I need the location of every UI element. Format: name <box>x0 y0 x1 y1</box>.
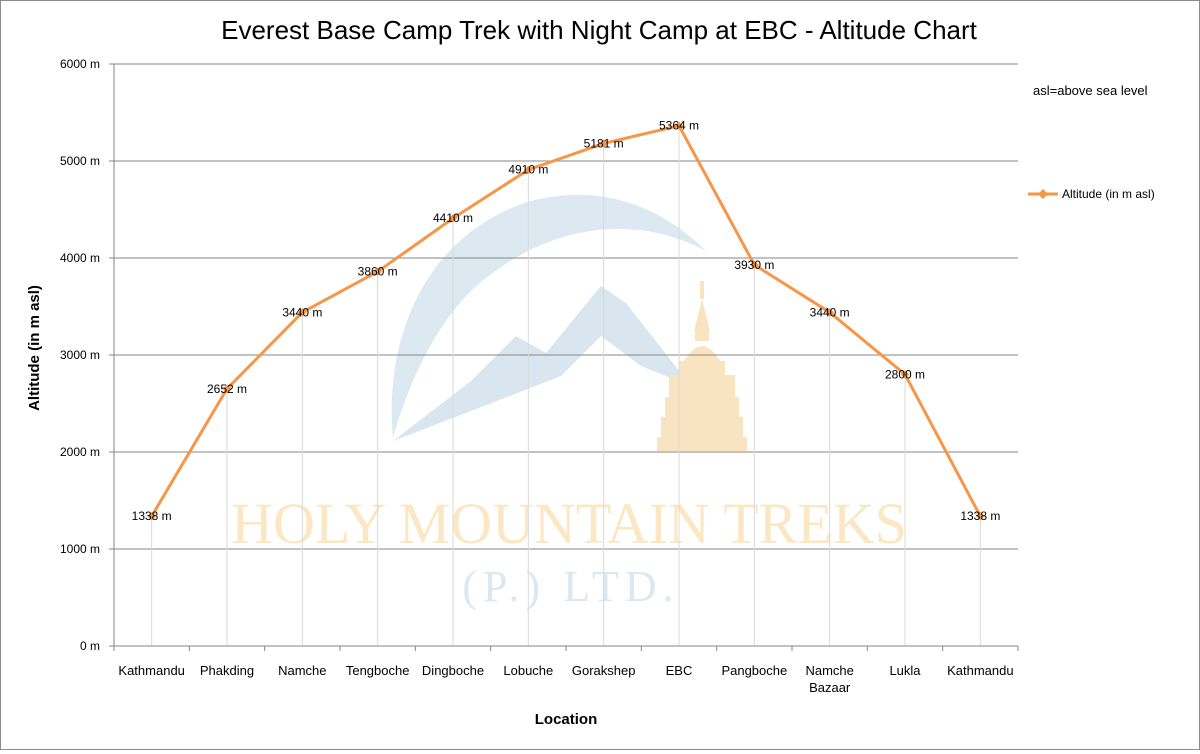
data-point-marker <box>222 384 232 393</box>
x-tick-label: Namche <box>805 663 853 678</box>
y-tick-label: 5000 m <box>60 154 100 168</box>
x-tick-label: Lukla <box>889 663 921 678</box>
data-point-marker <box>900 370 910 379</box>
x-tick-label: Pangboche <box>721 663 787 678</box>
watermark-company-suffix: (P.) LTD. <box>462 562 679 611</box>
data-point-marker <box>976 511 985 521</box>
series-layer <box>147 121 985 521</box>
y-tick-labels: 0 m 1000 m 2000 m 3000 m 4000 m 5000 m 6000 m <box>60 57 100 653</box>
x-tick-label: Gorakshep <box>572 663 636 678</box>
x-tick-label: Kathmandu <box>947 663 1014 678</box>
data-point-marker <box>298 308 307 317</box>
data-label: 3440 m <box>282 305 322 319</box>
x-tick-label: Tengboche <box>346 663 410 678</box>
data-label: 3930 m <box>734 258 774 272</box>
chart-title: Everest Base Camp Trek with Night Camp a… <box>221 15 978 45</box>
x-tick-label: Lobuche <box>503 663 553 678</box>
data-labels: 1338 m 2652 m 3440 m 3860 m 4410 m 4910 m 5181… <box>132 119 1001 524</box>
data-point-marker <box>825 308 834 317</box>
grid-layer <box>114 63 1018 646</box>
data-label: 5181 m <box>584 136 624 150</box>
x-tick-label: Kathmandu <box>118 663 185 678</box>
legend-label: Altitude (in m asl) <box>1062 187 1155 201</box>
y-tick-label: 2000 m <box>60 445 100 459</box>
x-tick-label: Namche <box>278 663 326 678</box>
y-tick-label: 1000 m <box>60 542 100 556</box>
y-axis-title: Altitude (in m asl) <box>26 285 43 411</box>
x-tick-label: Phakding <box>200 663 254 678</box>
data-point-marker <box>373 267 382 276</box>
y-tick-label: 3000 m <box>60 348 100 362</box>
data-label: 2652 m <box>207 382 247 396</box>
x-tick-label: EBC <box>666 663 693 678</box>
watermark-mountain <box>393 286 691 441</box>
x-axis-title: Location <box>535 711 598 728</box>
data-point-marker <box>750 260 759 270</box>
data-label: 4910 m <box>508 163 548 177</box>
x-tick-label: Dingboche <box>422 663 484 678</box>
data-label: 1338 m <box>132 509 172 523</box>
legend: Altitude (in m asl) <box>1028 187 1155 201</box>
data-label: 4410 m <box>433 211 473 225</box>
series-line-altitude <box>150 124 982 517</box>
data-label: 5364 m <box>659 119 699 133</box>
asl-note: asl=above sea level <box>1033 83 1148 98</box>
watermark-arc <box>391 194 706 438</box>
x-tick-label: Bazaar <box>809 680 851 695</box>
data-label: 3440 m <box>810 305 850 319</box>
data-label: 1338 m <box>960 509 1000 523</box>
data-label: 3860 m <box>358 265 398 279</box>
axis-layer <box>109 63 1019 651</box>
legend-diamond-marker <box>1038 189 1048 199</box>
data-label: 2800 m <box>885 367 925 381</box>
y-tick-label: 4000 m <box>60 251 100 265</box>
watermark-company-name: HOLY MOUNTAIN TREKS <box>231 491 907 556</box>
y-tick-label: 0 m <box>80 639 100 653</box>
y-tick-label: 6000 m <box>60 57 100 71</box>
x-tick-labels: Kathmandu Phakding Namche Tengboche Dingboch… <box>118 663 1013 695</box>
data-point-marker <box>448 213 458 223</box>
